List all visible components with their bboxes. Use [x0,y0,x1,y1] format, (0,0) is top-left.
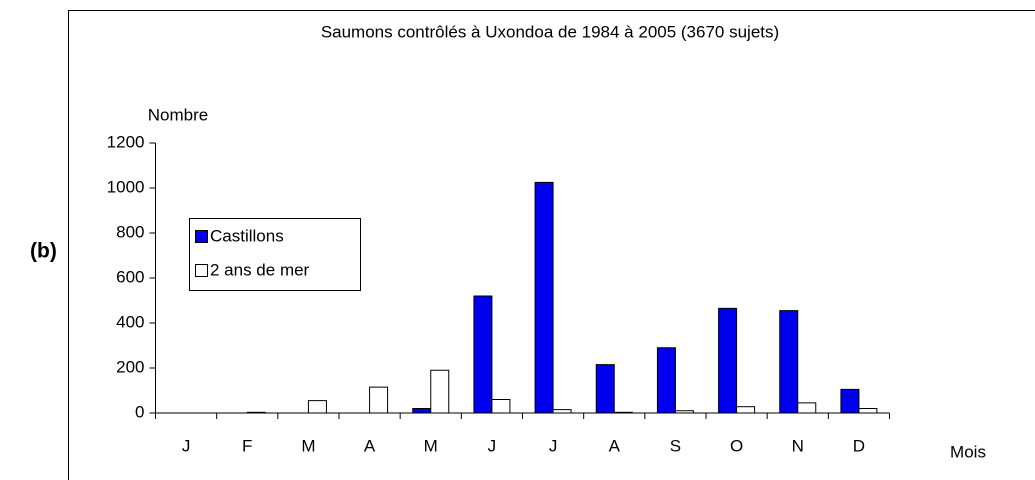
y-tick-label: 200 [116,357,144,376]
y-axis-label: Nombre [148,105,208,124]
panel-label: (b) [30,240,57,263]
bar [552,409,572,414]
bar [718,307,738,414]
legend: Castillons 2 ans de mer [189,218,361,291]
y-tick-label: 0 [135,402,144,421]
x-axis-label: Mois [950,442,986,461]
x-tick-label: M [424,436,438,455]
y-tick-label: 1200 [107,132,145,151]
x-tick-label: S [670,436,681,455]
legend-swatch [195,230,208,243]
x-tick-label: D [853,436,865,455]
bar [430,369,450,414]
legend-label: Castillons [210,226,284,245]
bar [473,295,493,414]
y-tick-label: 1000 [107,177,145,196]
x-tick-label: O [730,436,743,455]
legend-frame [189,218,361,291]
bar [595,364,615,414]
bar [307,400,327,414]
chart-title: Saumons contrôlés à Uxondoa de 1984 à 20… [321,22,779,41]
x-tick-label: N [792,436,804,455]
x-tick-label: J [549,436,558,455]
x-tick-label: A [364,436,376,455]
bar [534,181,554,414]
y-tick-label: 400 [116,312,144,331]
x-tick-label: J [182,436,191,455]
bar [412,408,432,414]
bar [840,388,860,414]
bar [656,347,676,414]
bar [369,386,389,414]
x-tick-label: M [301,436,315,455]
legend-swatch [195,264,208,277]
legend-label: 2 ans de mer [210,260,310,279]
x-tick-label: J [488,436,497,455]
x-tick-label: A [609,436,621,455]
bar [858,408,878,414]
y-tick-label: 800 [116,222,144,241]
bar [491,399,511,414]
bar [736,406,756,414]
y-tick-label: 600 [116,267,144,286]
bar [779,310,799,414]
x-tick-label: F [242,436,252,455]
bar [797,402,817,414]
